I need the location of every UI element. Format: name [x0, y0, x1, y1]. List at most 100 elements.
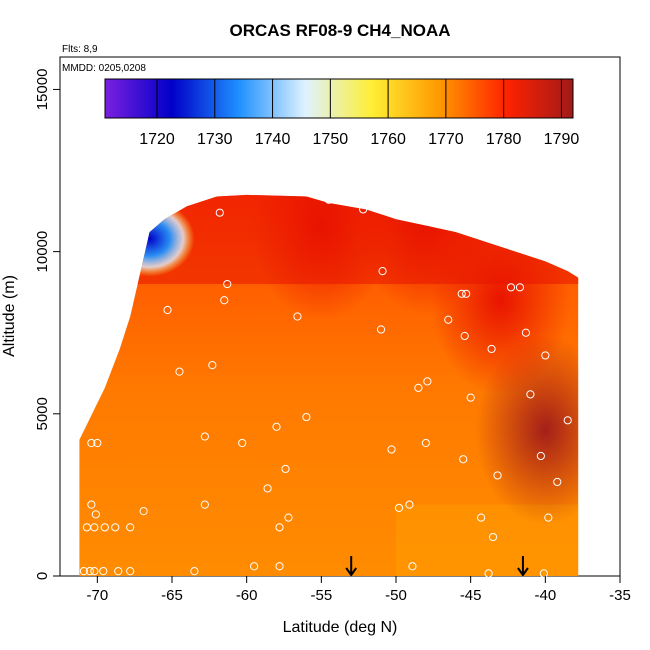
x-tick-label: -40	[534, 587, 556, 604]
sample-points	[79, 195, 572, 578]
sample-point	[272, 422, 281, 431]
low-value-region	[104, 200, 195, 277]
flight-arrows	[345, 556, 529, 577]
sample-point	[526, 390, 535, 399]
x-tick-label: -45	[460, 587, 482, 604]
y-tick-label: 10000	[34, 231, 51, 273]
sample-point	[90, 567, 99, 576]
sample-point	[515, 283, 525, 292]
sample-point	[250, 562, 259, 571]
sample-point	[91, 510, 100, 519]
colorbar-tick-label: 1740	[255, 131, 291, 148]
sample-point	[359, 205, 368, 214]
sample-point	[477, 513, 486, 522]
sample-point	[563, 416, 572, 425]
sample-point	[208, 361, 217, 370]
x-axis: -70 -65 -60 -55 -50 -45 -40 -35	[86, 576, 631, 604]
sample-point	[462, 289, 471, 298]
sample-point	[175, 367, 184, 376]
chart-title: ORCAS RF08-9 CH4_NOAA	[229, 21, 450, 40]
y-tick-label: 5000	[34, 397, 51, 430]
sample-point	[93, 438, 102, 448]
sample-point	[79, 567, 88, 576]
sample-point	[405, 500, 414, 509]
colorbar-rect	[104, 78, 574, 119]
sample-point	[506, 283, 516, 292]
sample-point	[553, 477, 562, 487]
sample-point	[466, 393, 475, 402]
sample-point	[238, 438, 247, 448]
sample-point	[487, 344, 496, 354]
sample-point	[460, 331, 469, 341]
colorbar-tick-label: 1780	[486, 131, 522, 148]
x-tick-label: -70	[86, 587, 108, 604]
sample-point	[488, 532, 498, 542]
sample-point	[87, 438, 96, 448]
sample-point	[521, 328, 531, 337]
sample-point	[139, 507, 148, 516]
y-tick-label: 15000	[34, 69, 51, 111]
sample-point	[97, 341, 106, 350]
x-tick-label: -35	[609, 587, 631, 604]
sample-point	[220, 296, 229, 305]
sample-point	[126, 567, 135, 576]
y-axis-label: Altitude (m)	[1, 275, 18, 357]
y-tick-label: 0	[34, 572, 51, 580]
arrow-head	[345, 567, 358, 577]
sample-point	[281, 464, 290, 474]
low-value-core	[110, 206, 151, 251]
sample-point	[394, 503, 404, 512]
sample-point	[90, 523, 99, 532]
sample-point	[444, 315, 453, 324]
colorbar-tick-label: 1750	[313, 131, 349, 148]
sample-point	[126, 523, 135, 532]
arrow-head	[517, 567, 529, 577]
sample-point	[408, 562, 417, 571]
sample-point	[87, 500, 96, 509]
sample-point	[129, 221, 138, 230]
sample-point	[536, 451, 545, 461]
sample-point	[263, 484, 272, 493]
sample-point	[539, 569, 548, 578]
x-tick-label: -55	[310, 587, 332, 604]
sample-point	[493, 471, 502, 480]
date-annotation: MMDD: 0205,0208	[62, 63, 146, 74]
colorbar-tick-label: 1760	[370, 131, 406, 148]
sample-point	[275, 562, 284, 571]
sample-point	[423, 377, 432, 386]
x-tick-label: -60	[236, 587, 258, 604]
sample-point	[302, 412, 311, 422]
sample-point	[126, 257, 135, 266]
sample-point	[459, 455, 468, 464]
x-axis-label: Latitude (deg N)	[283, 619, 398, 636]
colorbar-tick-label: 1730	[197, 131, 233, 148]
sample-point	[484, 569, 493, 578]
sample-point	[200, 500, 209, 509]
sample-point	[100, 523, 109, 532]
sample-point	[541, 351, 550, 360]
sample-point	[114, 567, 123, 576]
sample-point	[284, 513, 293, 522]
sample-point	[376, 325, 386, 334]
sample-point	[163, 305, 172, 315]
sample-point	[223, 279, 232, 289]
sample-point	[190, 567, 199, 576]
sample-point	[293, 312, 302, 321]
colorbar: 1720 1730 1740 1750 1760 1770 1780 1790	[104, 78, 579, 148]
sample-point	[378, 266, 387, 276]
sample-point	[544, 513, 553, 522]
sample-point	[200, 432, 209, 441]
sample-point	[457, 289, 466, 298]
x-tick-label: -50	[385, 587, 407, 604]
sample-point	[387, 445, 396, 454]
flights-annotation: Flts: 8,9	[62, 44, 98, 55]
sample-point	[275, 523, 284, 532]
sample-point	[215, 208, 224, 217]
sample-point	[111, 523, 120, 532]
sample-point	[414, 383, 423, 392]
x-tick-label: -65	[161, 587, 183, 604]
colorbar-tick-label: 1720	[139, 131, 175, 148]
colorbar-tick-label: 1770	[428, 131, 464, 148]
sample-point	[99, 567, 108, 576]
